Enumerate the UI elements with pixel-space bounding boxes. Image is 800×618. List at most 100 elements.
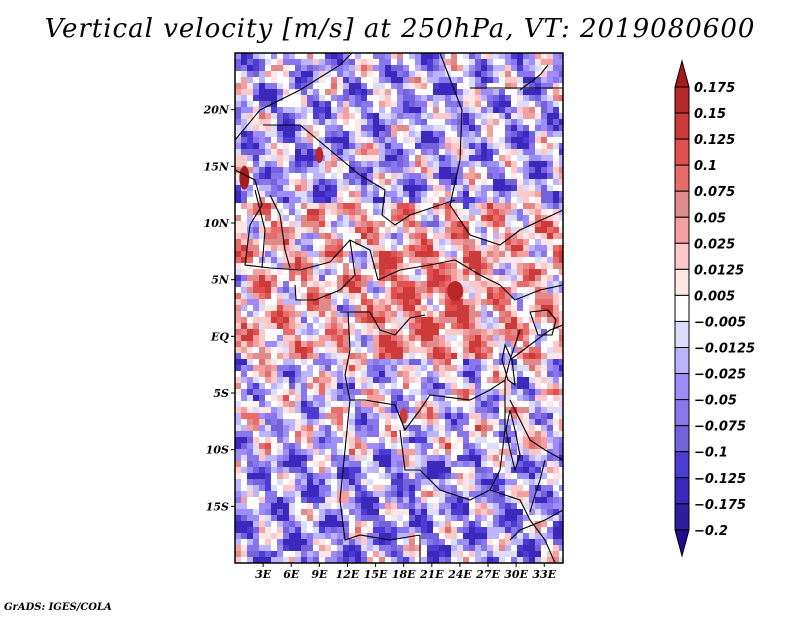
field-cell xyxy=(343,383,349,389)
field-cell xyxy=(271,335,277,341)
field-cell xyxy=(547,293,553,299)
field-cell xyxy=(559,257,563,263)
field-cell xyxy=(259,155,265,161)
field-cell xyxy=(475,431,481,437)
colorbar-label: −0.0125 xyxy=(694,342,755,357)
border-line xyxy=(377,259,563,301)
field-cell xyxy=(313,515,319,521)
field-cell xyxy=(343,539,349,545)
field-cell xyxy=(493,263,499,269)
field-cell xyxy=(433,257,439,263)
field-cell xyxy=(463,173,469,179)
field-cell xyxy=(253,527,259,533)
field-cell xyxy=(409,101,415,107)
field-cell xyxy=(253,71,259,77)
border-line xyxy=(439,53,563,246)
field-cell xyxy=(253,155,259,161)
field-cell xyxy=(517,203,523,209)
field-cell xyxy=(235,299,241,305)
field-cell xyxy=(517,107,523,113)
field-cell xyxy=(535,431,541,437)
field-cell xyxy=(433,173,439,179)
field-cell xyxy=(301,299,307,305)
field-cell xyxy=(331,377,337,383)
field-cell xyxy=(541,179,547,185)
field-cell xyxy=(547,359,553,365)
field-cell xyxy=(307,383,313,389)
field-cell xyxy=(313,293,319,299)
field-cell xyxy=(313,95,319,101)
field-cell xyxy=(421,443,427,449)
field-cell xyxy=(331,449,337,455)
field-cell xyxy=(241,245,247,251)
field-cell xyxy=(241,383,247,389)
field-cell xyxy=(367,485,373,491)
field-cell xyxy=(427,341,433,347)
field-cell xyxy=(289,221,295,227)
field-cell xyxy=(313,89,319,95)
field-cell xyxy=(301,119,307,125)
field-cell xyxy=(259,251,265,257)
field-cell xyxy=(535,515,541,521)
field-cell xyxy=(319,425,325,431)
field-cell xyxy=(427,527,433,533)
field-cell xyxy=(307,395,313,401)
field-cell xyxy=(427,251,433,257)
field-cell xyxy=(325,359,331,365)
field-cell xyxy=(421,113,427,119)
field-cell xyxy=(343,269,349,275)
field-cell xyxy=(475,347,481,353)
field-cell xyxy=(487,359,493,365)
field-cell xyxy=(433,365,439,371)
y-tick-label: 10S xyxy=(206,444,229,457)
field-cell xyxy=(253,431,259,437)
field-cell xyxy=(559,425,563,431)
field-cell xyxy=(457,257,463,263)
field-cell xyxy=(247,545,253,551)
field-cell xyxy=(421,533,427,539)
field-cell xyxy=(511,269,517,275)
field-cell xyxy=(349,413,355,419)
field-cell xyxy=(391,365,397,371)
field-cell xyxy=(559,83,563,89)
field-cell xyxy=(343,113,349,119)
field-cell xyxy=(343,509,349,515)
field-cell xyxy=(475,113,481,119)
field-cell xyxy=(475,263,481,269)
field-cell xyxy=(271,281,277,287)
field-cell xyxy=(493,389,499,395)
field-cell xyxy=(457,443,463,449)
field-cell xyxy=(391,197,397,203)
field-cell xyxy=(247,257,253,263)
field-cell xyxy=(451,389,457,395)
field-cell xyxy=(547,449,553,455)
field-cell xyxy=(331,185,337,191)
field-cell xyxy=(403,299,409,305)
field-cell xyxy=(247,395,253,401)
field-cell xyxy=(271,221,277,227)
field-cell xyxy=(265,209,271,215)
field-cell xyxy=(343,485,349,491)
field-cell xyxy=(259,311,265,317)
field-cell xyxy=(481,545,487,551)
field-cell xyxy=(253,275,259,281)
field-cell xyxy=(319,419,325,425)
field-cell xyxy=(451,239,457,245)
field-cell xyxy=(331,245,337,251)
field-cell xyxy=(349,137,355,143)
field-cell xyxy=(517,263,523,269)
field-cell xyxy=(391,491,397,497)
field-cell xyxy=(475,305,481,311)
field-cell xyxy=(427,497,433,503)
field-cell xyxy=(367,191,373,197)
field-cell xyxy=(301,89,307,95)
field-cell xyxy=(385,449,391,455)
field-cell xyxy=(307,491,313,497)
field-cell xyxy=(535,83,541,89)
field-cell xyxy=(445,281,451,287)
field-cell xyxy=(505,311,511,317)
field-cell xyxy=(421,173,427,179)
border-line xyxy=(294,239,356,301)
field-cell xyxy=(277,455,283,461)
field-cell xyxy=(499,233,505,239)
